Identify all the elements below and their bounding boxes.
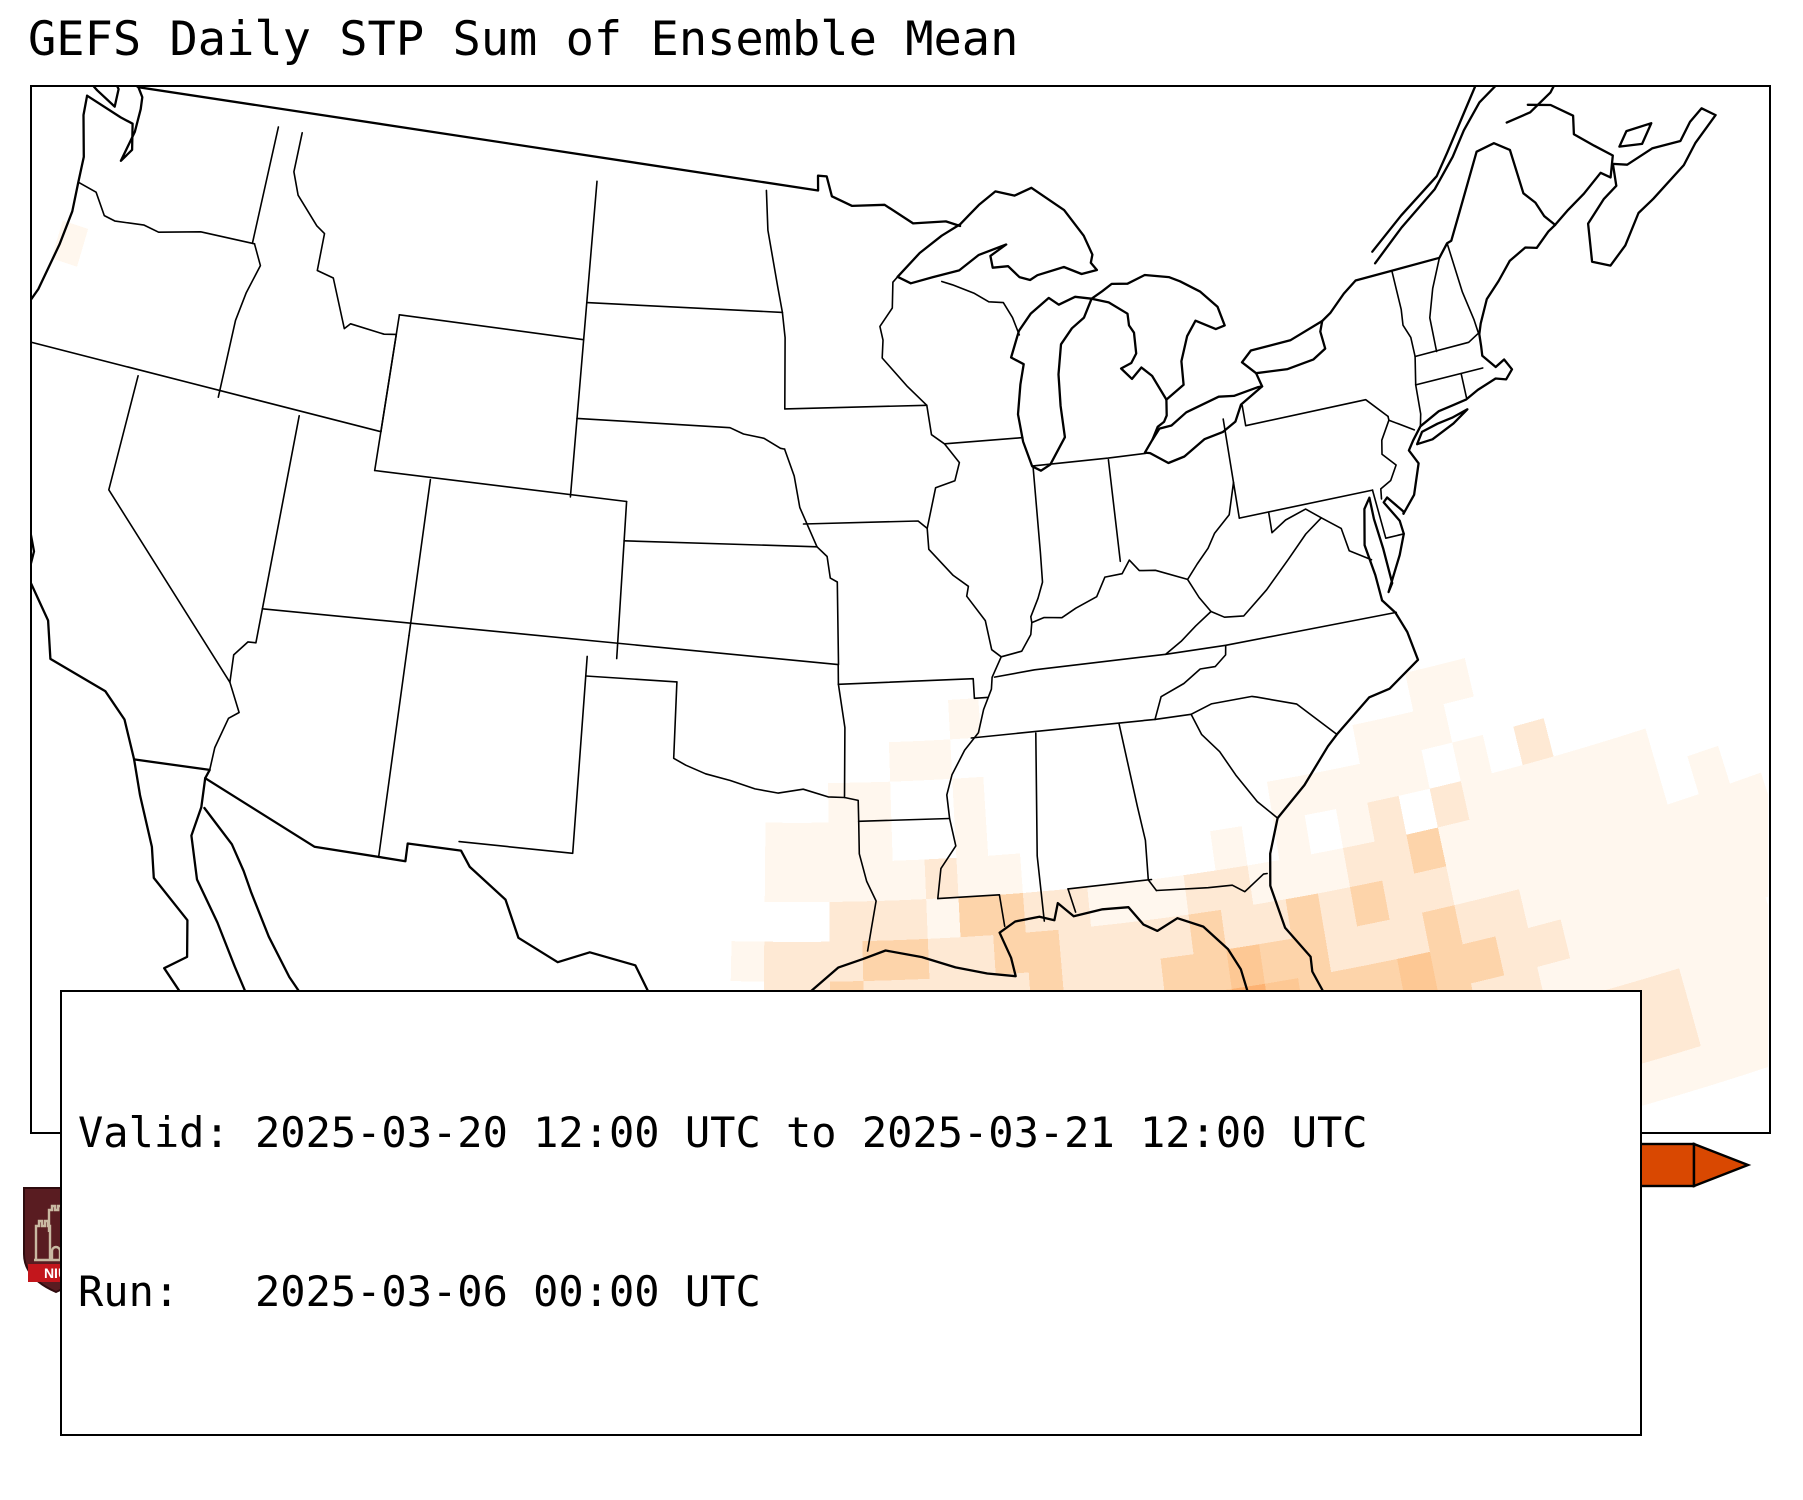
figure-title: GEFS Daily STP Sum of Ensemble Mean (28, 12, 1019, 67)
us-map (32, 87, 1768, 1131)
map-canvas: Valid: 2025-03-20 12:00 UTC to 2025-03-2… (30, 85, 1771, 1436)
valid-run-info-box: Valid: 2025-03-20 12:00 UTC to 2025-03-2… (60, 990, 1642, 1436)
run-time-text: Run: 2025-03-06 00:00 UTC (78, 1267, 761, 1316)
valid-time-text: Valid: 2025-03-20 12:00 UTC to 2025-03-2… (78, 1108, 1368, 1157)
stp-heatmap-cells (37, 151, 1768, 1131)
